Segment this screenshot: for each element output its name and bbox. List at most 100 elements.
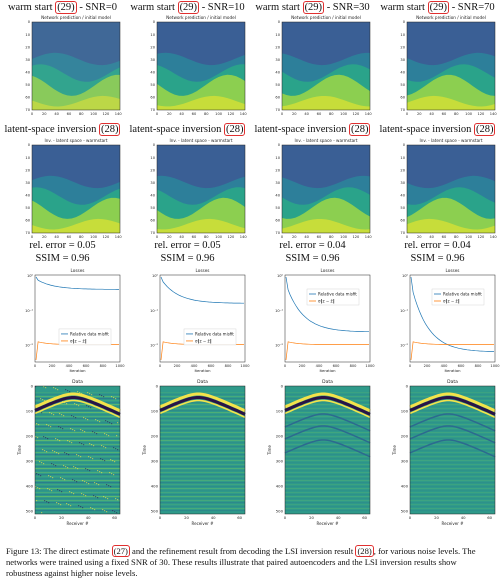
seismic-band	[160, 468, 245, 470]
panel-heading: warm start (29) - SNR=0	[0, 1, 125, 14]
noise-speck	[44, 400, 46, 402]
seismic-band	[160, 510, 245, 512]
x-tick-label: 400	[66, 364, 74, 368]
y-tick-label: 200	[151, 433, 159, 438]
plot-frame	[34, 274, 121, 363]
seismic-band	[285, 446, 370, 448]
seismic-band	[410, 444, 495, 446]
x-axis-label: Iteration	[319, 368, 336, 373]
caption-ref[interactable]: (28)	[355, 545, 374, 557]
noise-speck	[42, 399, 44, 401]
noise-speck	[39, 488, 41, 490]
heading-text: - SNR=0	[79, 2, 118, 13]
seismic-band	[35, 444, 120, 446]
x-tick-label: 20	[42, 235, 47, 239]
seismic-band	[410, 470, 495, 472]
wavefront	[159, 396, 246, 416]
seismic-band	[285, 408, 370, 410]
x-axis-label: Receiver #	[67, 521, 90, 526]
reference-link[interactable]: (29)	[302, 1, 325, 14]
y-tick-label: 30	[25, 58, 30, 62]
y-tick-label: 20	[150, 45, 155, 49]
reference-link[interactable]: (29)	[427, 1, 450, 14]
seismic-band	[410, 408, 495, 410]
plot-frame	[159, 385, 246, 515]
y-tick-label: 70	[400, 108, 405, 112]
noise-speck	[83, 494, 85, 496]
reference-link[interactable]: (29)	[177, 1, 200, 14]
seismic-band	[35, 466, 120, 468]
seismic-band	[160, 446, 245, 448]
seismic-band	[35, 392, 120, 394]
noise-speck	[48, 502, 50, 504]
noise-speck	[88, 483, 90, 485]
seismic-band	[160, 434, 245, 436]
seismic-band	[160, 450, 245, 452]
y-tick-label: 40	[150, 193, 155, 197]
plot-title: Data	[447, 379, 458, 385]
rel-error: rel. error = 0.05	[29, 240, 96, 251]
y-tick-label: 20	[150, 168, 155, 172]
noise-speck	[57, 439, 59, 441]
caption-ref[interactable]: (27)	[111, 545, 130, 557]
seismic-band	[410, 452, 495, 454]
y-tick-label: 500	[401, 508, 409, 513]
noise-speck	[103, 446, 105, 448]
y-tick-label: 70	[275, 231, 280, 235]
noise-speck	[105, 497, 107, 499]
seismic-band	[35, 490, 120, 492]
noise-speck	[43, 463, 45, 465]
model-layer	[32, 218, 120, 233]
legend-label: σ‖z − z̄‖	[70, 338, 87, 343]
seismic-band	[410, 474, 495, 476]
noise-speck	[51, 413, 53, 415]
seismic-band	[160, 494, 245, 496]
heading-text: - SNR=30	[326, 2, 370, 13]
seismic-band	[410, 434, 495, 436]
noise-speck	[85, 418, 87, 420]
reference-link[interactable]: (28)	[348, 123, 371, 136]
y-tick-label: 20	[25, 45, 30, 49]
y-tick-label: 50	[275, 206, 280, 210]
noise-speck	[47, 488, 49, 490]
seismic-band	[285, 510, 370, 512]
noise-speck	[76, 481, 78, 483]
legend-box	[58, 328, 112, 346]
seismic-band	[410, 492, 495, 494]
x-tick-label: 40	[304, 235, 309, 239]
seismic-band	[285, 432, 370, 434]
noise-speck	[95, 419, 97, 421]
y-tick-label: 40	[150, 70, 155, 74]
y-tick-label: 50	[150, 206, 155, 210]
reference-link[interactable]: (29)	[55, 1, 77, 14]
noise-speck	[51, 490, 53, 492]
noise-speck	[99, 421, 101, 423]
noise-speck	[61, 491, 63, 493]
seismic-band	[160, 428, 245, 430]
plot-frame	[31, 21, 121, 111]
plot-frame	[284, 274, 371, 363]
reference-link[interactable]: (28)	[473, 123, 496, 136]
seismic-band	[160, 464, 245, 466]
noise-speck	[93, 495, 95, 497]
noise-speck	[53, 387, 55, 389]
seismic-band	[35, 494, 120, 496]
wavefront	[409, 392, 496, 413]
x-tick-label: 120	[352, 112, 360, 116]
noise-speck	[80, 429, 82, 431]
x-tick-label: 20	[292, 112, 297, 116]
seismic-band	[285, 442, 370, 444]
reference-link[interactable]: (28)	[98, 123, 121, 136]
seismic-band	[410, 418, 495, 420]
legend-label: Relative data misfit	[70, 331, 109, 336]
seismic-band	[285, 494, 370, 496]
y-tick-label: 10	[275, 156, 280, 160]
seismic-band	[160, 430, 245, 432]
y-tick-label: 500	[26, 508, 34, 513]
reference-link[interactable]: (28)	[223, 123, 246, 136]
x-tick-label: 60	[442, 235, 447, 239]
seismic-band	[35, 504, 120, 506]
noise-speck	[90, 457, 92, 459]
y-tick-label: 0	[403, 20, 406, 24]
noise-speck	[49, 489, 51, 491]
